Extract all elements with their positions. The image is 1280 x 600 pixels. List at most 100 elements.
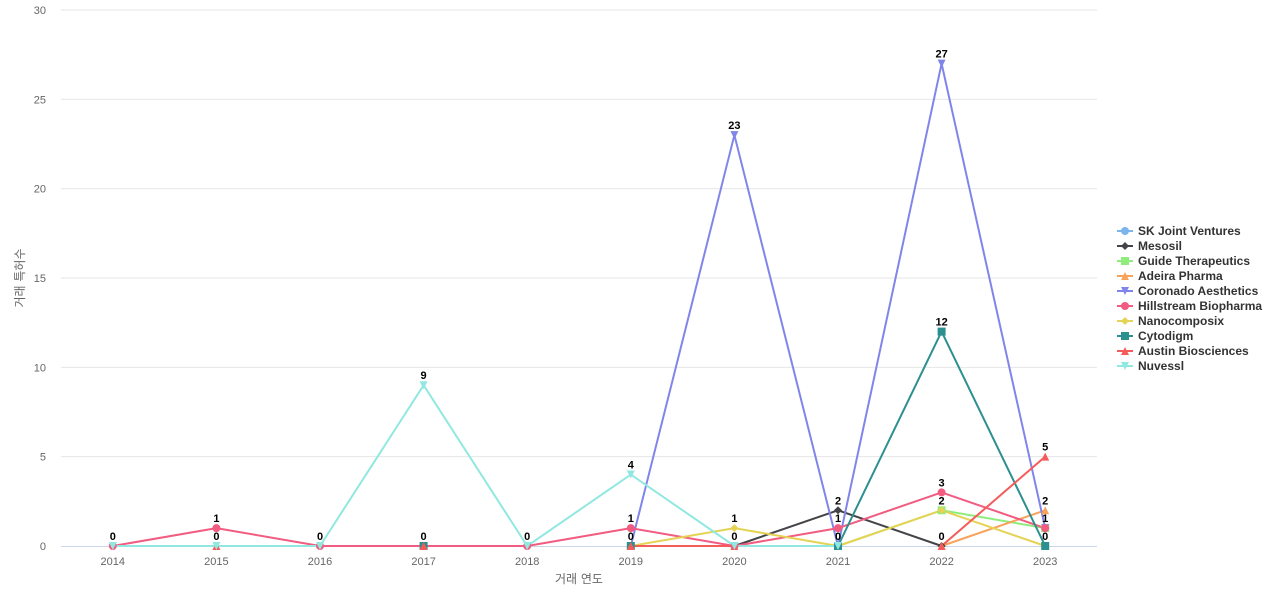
x-tick-label: 2015 (204, 556, 228, 568)
series-markers (108, 59, 1050, 550)
data-label: 3 (939, 477, 945, 489)
data-point-austin-biosciences (937, 542, 946, 550)
data-point-nuvessl (626, 470, 635, 479)
x-axis-title: 거래 연도 (555, 572, 603, 586)
legend-label: SK Joint Ventures (1138, 224, 1241, 238)
data-point-coronado-aesthetics (937, 59, 946, 68)
legend-item-coronado-aesthetics[interactable]: Coronado Aesthetics (1117, 284, 1259, 298)
legend-symbol (1121, 302, 1129, 310)
x-tick-label: 2018 (515, 556, 539, 568)
legend-item-mesosil[interactable]: Mesosil (1117, 239, 1182, 253)
legend-item-nanocomposix[interactable]: Nanocomposix (1117, 314, 1224, 328)
series-line-coronado-aesthetics (629, 62, 1047, 547)
data-point-nanocomposix (937, 506, 946, 515)
data-point-austin-biosciences (1041, 452, 1050, 461)
data-point-hillstream-biopharma (834, 524, 842, 533)
data-label: 2 (939, 495, 945, 507)
data-point-nuvessl (834, 542, 842, 550)
data-label: 0 (421, 531, 427, 543)
data-label: 0 (835, 531, 841, 543)
data-label: 1 (1042, 513, 1048, 525)
y-tick-label: 15 (34, 273, 46, 285)
series-line-hillstream-biopharma (111, 491, 1047, 547)
y-axis-ticks: 0 5 10 15 20 25 30 (34, 5, 46, 553)
data-label: 0 (317, 531, 323, 543)
y-axis-title: 거래 특허수 (13, 248, 27, 307)
legend-item-nuvessl[interactable]: Nuvessl (1117, 359, 1184, 373)
legend-symbol (1121, 332, 1129, 340)
data-label: 1 (731, 513, 737, 525)
data-label: 2 (1042, 495, 1048, 507)
legend-symbol (1121, 227, 1129, 235)
data-label: 0 (110, 531, 116, 543)
y-tick-label: 30 (34, 5, 46, 17)
legend-symbol (1121, 272, 1129, 280)
data-point-coronado-aesthetics (730, 131, 739, 140)
grid-lines (61, 9, 1097, 458)
series-lines (111, 62, 1047, 547)
legend-label: Hillstream Biopharma (1138, 299, 1262, 313)
data-label: 2 (835, 495, 841, 507)
legend-symbol (1121, 287, 1129, 295)
x-tick-label: 2021 (826, 556, 850, 568)
data-point-austin-biosciences (419, 542, 428, 550)
data-label: 12 (935, 317, 947, 329)
data-label: 27 (935, 49, 947, 61)
data-point-nuvessl (316, 542, 324, 550)
x-tick-label: 2017 (411, 556, 435, 568)
legend-item-adeira-pharma[interactable]: Adeira Pharma (1117, 269, 1223, 283)
series-line-nuvessl (111, 384, 839, 547)
data-label: 0 (524, 531, 530, 543)
data-point-adeira-pharma (1041, 506, 1050, 515)
data-point-hillstream-biopharma (1041, 524, 1050, 533)
x-tick-label: 2022 (929, 556, 953, 568)
data-label: 0 (731, 531, 737, 543)
series-line-austin-biosciences (940, 455, 1047, 547)
legend-label: Coronado Aesthetics (1138, 284, 1259, 298)
data-label: 5 (1042, 442, 1048, 454)
legend-label: Austin Biosciences (1138, 344, 1249, 358)
data-point-nuvessl (730, 542, 739, 550)
legend-item-hillstream-biopharma[interactable]: Hillstream Biopharma (1117, 299, 1262, 313)
legend-item-guide-therapeutics[interactable]: Guide Therapeutics (1117, 254, 1250, 268)
data-point-nuvessl (212, 542, 221, 550)
data-point-austin-biosciences (626, 542, 635, 550)
data-point-hillstream-biopharma (212, 524, 221, 533)
data-label: 4 (628, 460, 635, 472)
data-label: 1 (628, 513, 634, 525)
data-point-hillstream-biopharma (937, 488, 946, 497)
legend-label: Cytodigm (1138, 329, 1193, 343)
data-label: 1 (213, 513, 219, 525)
data-point-nuvessl (419, 381, 428, 390)
legend-label: Mesosil (1138, 239, 1182, 253)
data-label: 0 (213, 531, 219, 543)
data-label: 0 (939, 531, 945, 543)
legend-label: Adeira Pharma (1138, 269, 1223, 283)
legend-symbol (1121, 362, 1129, 370)
data-point-mesosil (834, 506, 842, 515)
data-label: 1 (835, 513, 841, 525)
legend-label: Nuvessl (1138, 359, 1184, 373)
x-tick-label: 2023 (1033, 556, 1057, 568)
legend-item-austin-biosciences[interactable]: Austin Biosciences (1117, 344, 1249, 358)
legend-symbol (1121, 257, 1129, 265)
legend-item-cytodigm[interactable]: Cytodigm (1117, 329, 1193, 343)
data-point-nuvessl (523, 542, 532, 550)
data-point-cytodigm (1041, 542, 1050, 550)
data-label: 9 (421, 370, 427, 382)
y-tick-label: 10 (34, 362, 46, 374)
legend-symbol (1121, 317, 1129, 325)
data-point-hillstream-biopharma (626, 524, 635, 533)
x-axis-ticks: 2014 2015 2016 2017 2018 2019 2020 2021 2022 2023 (101, 556, 1058, 568)
legend-label: Nanocomposix (1138, 314, 1224, 328)
y-tick-label: 25 (34, 94, 46, 106)
x-tick-label: 2016 (308, 556, 332, 568)
data-labels: 0 1 0 0 9 0 0 4 1 0 23 1 0 2 1 0 27 12 3 2 0 5 2 1 0 (110, 49, 1049, 543)
x-tick-label: 2019 (619, 556, 643, 568)
data-label: 0 (1042, 531, 1048, 543)
data-point-nanocomposix (730, 524, 739, 533)
legend-symbol (1121, 347, 1129, 355)
legend-item-sk-joint-ventures[interactable]: SK Joint Ventures (1117, 224, 1241, 238)
